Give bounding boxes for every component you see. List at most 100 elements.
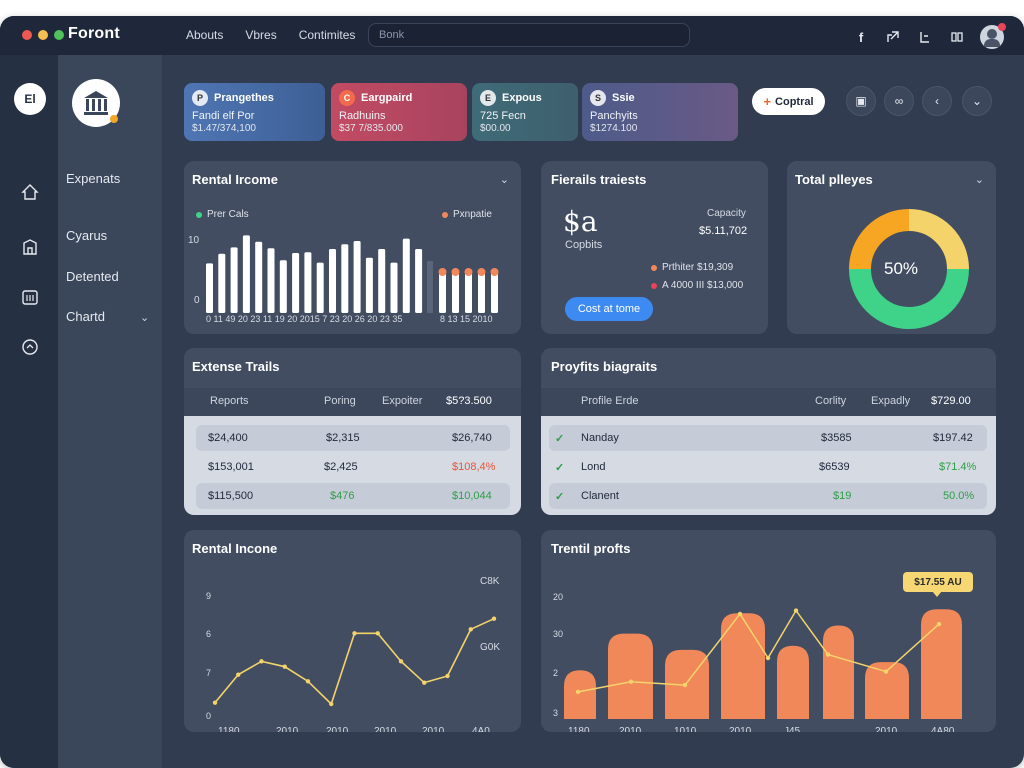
bar bbox=[415, 249, 423, 313]
window-controls bbox=[22, 30, 64, 40]
point bbox=[352, 631, 357, 636]
table-header: Profile Erde Corlity Expadly $729.00 bbox=[541, 388, 996, 416]
cost-button[interactable]: Cost at tome bbox=[565, 297, 653, 321]
rail-logo[interactable]: El bbox=[14, 83, 46, 115]
column-header[interactable]: Reports bbox=[210, 395, 249, 407]
x-tick: 1180 bbox=[218, 726, 240, 732]
bar bbox=[341, 244, 349, 313]
rental-income-bar-card: Rental Ircome ⌄ Prer Cals Pxnpatie 10 0 … bbox=[184, 161, 521, 334]
cell: $10,044 bbox=[452, 490, 492, 502]
brand-logo[interactable] bbox=[72, 79, 120, 127]
point bbox=[825, 652, 831, 657]
column-header[interactable]: Expadly bbox=[871, 395, 911, 407]
close-dot[interactable] bbox=[22, 30, 32, 40]
card-title: Fierails traiests bbox=[551, 172, 647, 187]
cell: $153,001 bbox=[208, 461, 254, 473]
chevron-down-icon[interactable]: ⌄ bbox=[140, 312, 150, 324]
app-window: Foront Abouts Vbres Contimites Bonk f El bbox=[0, 16, 1024, 768]
summary-chip-prangethes[interactable]: P Prangethes Fandi elf Por $1.47/374,100 bbox=[184, 83, 325, 141]
bar bbox=[292, 253, 300, 313]
donut-center-label: 50% bbox=[883, 259, 919, 278]
column-header[interactable]: $5?3.500 bbox=[446, 395, 492, 407]
legend-label: Pxnpatie bbox=[453, 209, 492, 220]
rental-income-line-chart: 0 7 6 9 1180 2010 2010 2010 2010 4A0 bbox=[206, 591, 497, 732]
minimize-dot[interactable] bbox=[38, 30, 48, 40]
table-row[interactable]: ✓ Nanday $3585 $197.42 bbox=[549, 425, 987, 451]
cell: $19 bbox=[833, 490, 852, 502]
table-row[interactable]: $24,400 $2,315 $26,740 bbox=[196, 425, 510, 451]
y-tick-zero: 0 bbox=[194, 295, 200, 306]
sidebar-item-chartd[interactable]: Chartd bbox=[66, 309, 106, 324]
chip-title: Expous bbox=[502, 92, 542, 104]
building-icon[interactable] bbox=[18, 235, 42, 259]
bar bbox=[478, 273, 485, 313]
column-header[interactable]: Expoiter bbox=[382, 395, 423, 407]
x-tick: 2010 bbox=[619, 726, 642, 732]
table-row[interactable]: ✓ Clanent $19 50.0% bbox=[549, 483, 987, 509]
point bbox=[765, 655, 771, 661]
bar-cap-dot bbox=[438, 268, 447, 276]
card-title: Trentil profts bbox=[551, 541, 631, 556]
sidebar-item-detented[interactable]: Detented bbox=[66, 269, 119, 284]
user-avatar[interactable] bbox=[980, 23, 1006, 49]
bar bbox=[267, 248, 275, 313]
column-header[interactable]: Corlity bbox=[815, 395, 847, 407]
point bbox=[212, 700, 218, 705]
link-button[interactable]: ∞ bbox=[884, 86, 914, 116]
nav-item-contimites[interactable]: Contimites bbox=[298, 28, 356, 42]
sidebar bbox=[58, 55, 162, 768]
x-tick: 2010 bbox=[729, 726, 752, 732]
home-icon[interactable] bbox=[18, 180, 42, 204]
bar bbox=[465, 273, 472, 313]
legend-left: Prer Cals bbox=[196, 209, 249, 220]
chevron-down-icon: ⌄ bbox=[971, 94, 983, 108]
table-row[interactable]: $153,001 $2,425 $108,4% bbox=[196, 454, 510, 480]
y-tick: 0 bbox=[206, 711, 211, 721]
copy-button[interactable]: ▣ bbox=[846, 86, 876, 116]
summary-chip-expous[interactable]: E Expous 725 Fecn $00.00 bbox=[472, 83, 578, 141]
profits-table-card: Proyfits biagraits Profile Erde Corlity … bbox=[541, 348, 996, 515]
big-figure: $a bbox=[563, 205, 598, 238]
column-header[interactable]: Poring bbox=[324, 395, 356, 407]
calendar-icon[interactable] bbox=[18, 285, 42, 309]
sidebar-item-expenats[interactable]: Expenats bbox=[66, 171, 121, 186]
summary-chip-ssie[interactable]: S Ssie Panchyits $1274.100 bbox=[582, 83, 738, 141]
nav-item-abouts[interactable]: Abouts bbox=[186, 28, 224, 42]
back-button[interactable]: ‹ bbox=[922, 86, 952, 116]
cell: Clanent bbox=[581, 490, 619, 502]
more-button[interactable]: ⌄ bbox=[962, 86, 992, 116]
bookmark-icon[interactable] bbox=[916, 28, 934, 46]
x-tick: 2010 bbox=[422, 726, 445, 732]
bar bbox=[230, 247, 238, 313]
chip-value: $1274.100 bbox=[590, 123, 638, 134]
facebook-icon[interactable]: f bbox=[858, 29, 864, 45]
table-body: ✓ Nanday $3585 $197.42 ✓ Lond $6539 $71.… bbox=[541, 416, 996, 515]
table-row[interactable]: $115,500 $476 $10,044 bbox=[196, 483, 510, 509]
capital-button[interactable]: + Coptral bbox=[752, 88, 825, 115]
financials-card: Fierails traiests $a Copbits Capacity $5… bbox=[541, 161, 768, 334]
capital-button-label: Coptral bbox=[775, 95, 814, 108]
bar bbox=[255, 241, 263, 313]
bar bbox=[452, 273, 459, 313]
big-figure-sub: Copbits bbox=[565, 239, 603, 251]
search-input[interactable]: Bonk bbox=[368, 23, 690, 47]
bar-cap-dot bbox=[451, 268, 460, 276]
notification-badge bbox=[998, 23, 1006, 31]
book-icon[interactable] bbox=[948, 28, 966, 46]
share-icon[interactable] bbox=[884, 28, 902, 46]
table-row[interactable]: ✓ Lond $6539 $71.4% bbox=[549, 454, 987, 480]
chevron-down-icon[interactable]: ⌄ bbox=[974, 174, 984, 186]
sidebar-item-cyarus[interactable]: Cyarus bbox=[66, 228, 108, 243]
point bbox=[282, 664, 287, 669]
maximize-dot[interactable] bbox=[54, 30, 64, 40]
nav-item-vbres[interactable]: Vbres bbox=[245, 28, 277, 42]
gauge-icon[interactable] bbox=[18, 335, 42, 359]
summary-chip-eargpaird[interactable]: C Eargpaird Radhuins $37 7/835.000 bbox=[331, 83, 467, 141]
x-tick: 1010 bbox=[674, 726, 697, 732]
cell: $71.4% bbox=[939, 461, 977, 473]
x-tick: 2010 bbox=[276, 726, 299, 732]
chevron-down-icon[interactable]: ⌄ bbox=[499, 174, 509, 186]
card-title: Extense Trails bbox=[192, 359, 280, 374]
column-header[interactable]: $729.00 bbox=[931, 395, 971, 407]
column-header[interactable]: Profile Erde bbox=[581, 395, 639, 407]
